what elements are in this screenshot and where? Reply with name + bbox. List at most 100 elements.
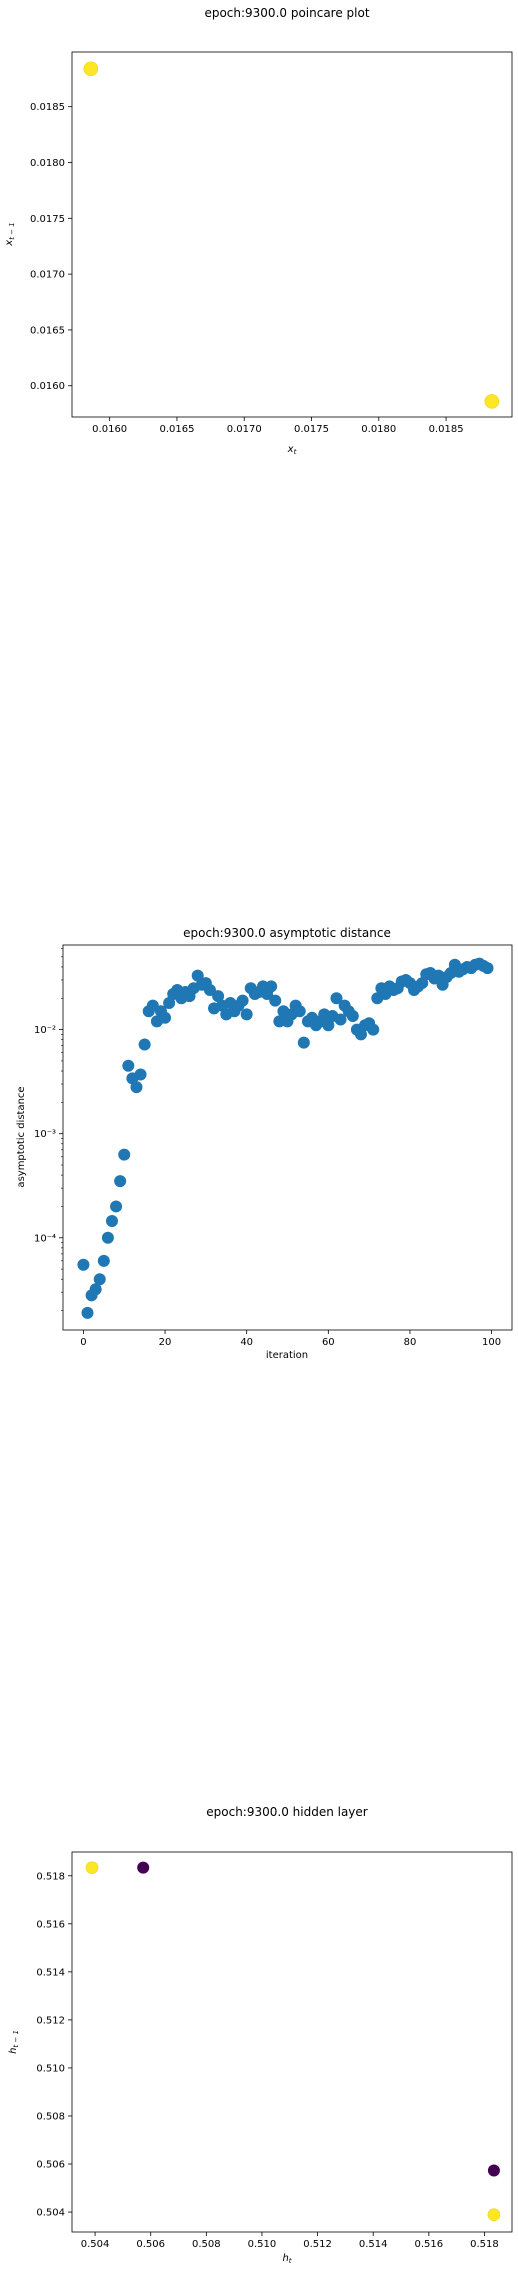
x-tick-label: 0.0185 bbox=[429, 424, 464, 435]
x-tick-label: 0.0160 bbox=[92, 424, 127, 435]
asymptotic-distance-plot: epoch:9300.0 asymptotic distance 0 20 40 60… bbox=[16, 926, 513, 1361]
data-point bbox=[265, 980, 278, 993]
data-point bbox=[134, 1068, 147, 1081]
poincare-plot: epoch:9300.0 poincare plot 0.0160 0.0165 0… bbox=[4, 6, 513, 456]
plot-area: 0.0160 0.0165 0.0170 0.0175 0.0180 0.0185 0.0… bbox=[30, 51, 513, 435]
data-point bbox=[487, 2208, 501, 2222]
data-point bbox=[105, 1214, 118, 1227]
x-tick-label: 0.508 bbox=[192, 2239, 221, 2250]
chart-title: epoch:9300.0 asymptotic distance bbox=[183, 926, 391, 940]
y-axis: 0.504 0.506 0.508 0.510 0.512 0.514 0.516 0.518 bbox=[36, 1871, 72, 2219]
data-point bbox=[138, 1038, 151, 1051]
y-tick-label: 0.510 bbox=[36, 2063, 65, 2074]
data-point bbox=[89, 1283, 102, 1296]
x-tick-label: 100 bbox=[482, 1337, 501, 1348]
data-point bbox=[240, 1008, 253, 1021]
data-point bbox=[297, 1036, 310, 1049]
y-tick-label: 10⁻³ bbox=[34, 1129, 56, 1140]
y-tick-label: 0.504 bbox=[36, 2208, 65, 2219]
y-tick-label: 0.518 bbox=[36, 1871, 65, 1882]
x-tick-label: 20 bbox=[159, 1337, 172, 1348]
x-axis: 0 20 40 60 80 100 bbox=[80, 1330, 501, 1348]
data-point bbox=[97, 1254, 110, 1267]
x-tick-label: 0.510 bbox=[248, 2239, 277, 2250]
x-tick-label: 0.514 bbox=[359, 2239, 388, 2250]
data-point bbox=[77, 1258, 90, 1271]
y-tick-label: 10⁻² bbox=[34, 1025, 56, 1036]
data-point bbox=[212, 990, 225, 1003]
data-point bbox=[354, 1028, 367, 1041]
x-axis: 0.0160 0.0165 0.0170 0.0175 0.0180 0.0185 bbox=[92, 417, 464, 435]
data-point bbox=[101, 1231, 114, 1244]
x-tick-label: 40 bbox=[240, 1337, 253, 1348]
axes-frame bbox=[62, 944, 513, 1331]
data-point bbox=[114, 1175, 127, 1188]
y-tick-label: 0.516 bbox=[36, 1919, 65, 1930]
y-tick-label: 0.0185 bbox=[30, 102, 65, 113]
data-point bbox=[330, 992, 343, 1005]
y-tick-label: 0.512 bbox=[36, 2015, 65, 2026]
data-point bbox=[191, 969, 204, 982]
y-tick-label: 0.0160 bbox=[30, 381, 65, 392]
data-point bbox=[322, 1019, 335, 1032]
axes-frame bbox=[71, 51, 513, 418]
data-point bbox=[163, 997, 176, 1010]
data-point bbox=[118, 1148, 131, 1161]
data-points bbox=[85, 1861, 501, 2222]
x-axis-label: ht bbox=[282, 2253, 291, 2265]
hidden-layer-plot: epoch:9300.0 hidden layer 0.504 0.506 0.50… bbox=[8, 1805, 513, 2265]
y-axis-label: ht − 1 bbox=[8, 2030, 20, 2054]
data-point bbox=[367, 1023, 380, 1036]
x-tick-label: 0.512 bbox=[303, 2239, 332, 2250]
x-tick-label: 0.518 bbox=[470, 2239, 499, 2250]
data-point bbox=[130, 1081, 143, 1094]
plot-area: 0 20 40 60 80 100 10⁻⁴ 10⁻³ 10⁻² bbox=[34, 944, 513, 1348]
x-tick-label: 0.0180 bbox=[361, 424, 396, 435]
y-axis-label: xt − 1 bbox=[4, 222, 16, 246]
chart-title: epoch:9300.0 hidden layer bbox=[206, 1805, 368, 1819]
data-point bbox=[83, 61, 99, 77]
x-tick-label: 80 bbox=[404, 1337, 417, 1348]
y-tick-label: 0.0175 bbox=[30, 214, 65, 225]
data-point bbox=[159, 1011, 172, 1024]
data-point bbox=[93, 1273, 106, 1286]
x-tick-label: 0.0175 bbox=[294, 424, 329, 435]
data-point bbox=[487, 2164, 500, 2177]
data-point bbox=[137, 1861, 150, 1874]
y-axis-label: asymptotic distance bbox=[16, 1086, 27, 1187]
chart-title: epoch:9300.0 poincare plot bbox=[204, 6, 369, 20]
data-point bbox=[293, 1005, 306, 1018]
axes-frame bbox=[71, 1851, 513, 2233]
y-tick-label: 0.508 bbox=[36, 2111, 65, 2122]
x-axis-label: xt bbox=[287, 444, 297, 456]
data-point bbox=[110, 1200, 123, 1213]
data-point bbox=[269, 994, 282, 1007]
data-points bbox=[83, 61, 500, 409]
x-tick-label: 60 bbox=[322, 1337, 335, 1348]
y-axis: 10⁻⁴ 10⁻³ 10⁻² bbox=[34, 948, 63, 1311]
data-point bbox=[346, 1010, 359, 1023]
y-axis: 0.0160 0.0165 0.0170 0.0175 0.0180 0.0185 bbox=[30, 102, 72, 392]
x-tick-label: 0.516 bbox=[415, 2239, 444, 2250]
plot-area: 0.504 0.506 0.508 0.510 0.512 0.514 0.516 0.518… bbox=[36, 1851, 513, 2250]
data-point bbox=[334, 1013, 347, 1026]
y-tick-label: 0.0165 bbox=[30, 325, 65, 336]
x-tick-label: 0.504 bbox=[81, 2239, 110, 2250]
data-point bbox=[484, 394, 500, 409]
x-tick-label: 0 bbox=[80, 1337, 86, 1348]
data-point bbox=[85, 1861, 99, 1874]
x-axis-label: iteration bbox=[266, 1350, 308, 1361]
y-tick-label: 10⁻⁴ bbox=[34, 1233, 56, 1244]
data-point bbox=[81, 1306, 94, 1319]
y-tick-label: 0.0170 bbox=[30, 270, 65, 281]
y-tick-label: 0.506 bbox=[36, 2160, 65, 2171]
data-point bbox=[236, 994, 249, 1007]
data-point bbox=[122, 1059, 135, 1072]
x-tick-label: 0.0170 bbox=[227, 424, 262, 435]
data-points bbox=[77, 957, 494, 1319]
y-tick-label: 0.514 bbox=[36, 1967, 65, 1978]
y-tick-label: 0.0180 bbox=[30, 158, 65, 169]
x-tick-label: 0.506 bbox=[136, 2239, 165, 2250]
x-axis: 0.504 0.506 0.508 0.510 0.512 0.514 0.516 0.518 bbox=[81, 2232, 499, 2250]
data-point bbox=[481, 962, 494, 975]
